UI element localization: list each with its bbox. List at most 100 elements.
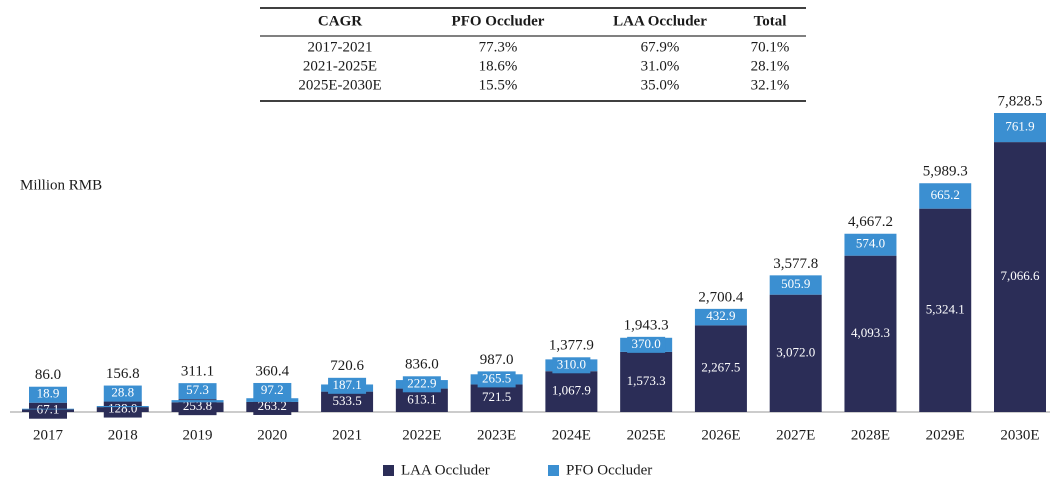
table-cell: 2021-2025E: [303, 58, 377, 74]
value-label: 18.9: [37, 386, 60, 401]
x-tick-label: 2019: [183, 427, 213, 443]
value-label: 1,067.9: [552, 383, 591, 398]
label-box: [178, 399, 217, 416]
table-cell: 31.0%: [641, 58, 680, 74]
bar-segment: [470, 384, 523, 412]
bar-segment: [769, 275, 822, 295]
table-cell: 35.0%: [641, 77, 680, 93]
value-label: 613.1: [407, 391, 436, 406]
bar-segment: [844, 233, 897, 256]
bar-segment: [694, 308, 747, 326]
label-box: [552, 357, 591, 374]
total-label: 311.1: [181, 364, 214, 380]
table-cell: 67.9%: [641, 39, 680, 55]
legend-swatch: [548, 465, 559, 476]
bar-segment: [694, 325, 747, 412]
bar-segment: [844, 255, 897, 412]
x-tick-label: 2025E: [627, 427, 666, 443]
table-header: LAA Occluder: [613, 13, 707, 29]
bar-segment: [22, 408, 74, 410]
bar-segment: [321, 391, 374, 412]
label-box: [178, 383, 217, 400]
value-label: 2,267.5: [701, 360, 740, 375]
x-tick-label: 2028E: [851, 427, 890, 443]
label-box: [103, 401, 142, 418]
bar-segment: [545, 371, 598, 412]
x-tick-label: 2022E: [402, 427, 441, 443]
table-cell: 18.6%: [479, 58, 518, 74]
label-box: [29, 402, 67, 419]
value-label: 533.5: [332, 393, 361, 408]
bar-segment: [620, 351, 673, 412]
total-label: 2,700.4: [698, 289, 744, 305]
value-label: 265.5: [482, 370, 511, 385]
total-label: 987.0: [480, 352, 514, 368]
value-label: 761.9: [1005, 119, 1034, 134]
table-cell: 28.1%: [751, 58, 790, 74]
table-cell: 77.3%: [479, 39, 518, 55]
table-cell: 15.5%: [479, 77, 518, 93]
table-header: PFO Occluder: [452, 13, 545, 29]
value-label: 187.1: [332, 377, 361, 392]
total-label: 3,577.8: [773, 256, 818, 272]
label-box: [253, 382, 292, 399]
total-label: 5,989.3: [923, 164, 968, 180]
label-box: [328, 377, 367, 394]
value-label: 370.0: [632, 336, 661, 351]
table-cell: 2017-2021: [308, 39, 373, 55]
total-label: 836.0: [405, 357, 439, 373]
value-label: 97.2: [261, 382, 284, 397]
x-tick-label: 2030E: [1000, 427, 1039, 443]
value-label: 4,093.3: [851, 325, 890, 340]
x-tick-label: 2029E: [926, 427, 965, 443]
value-label: 5,324.1: [926, 301, 965, 316]
label-box: [29, 386, 67, 403]
x-tick-label: 2021: [332, 427, 362, 443]
bar-segment: [769, 294, 822, 412]
bar-segment: [919, 208, 972, 412]
x-tick-label: 2020: [257, 427, 287, 443]
legend-swatch: [383, 465, 394, 476]
total-label: 720.6: [330, 358, 364, 374]
total-label: 156.8: [106, 366, 140, 382]
value-label: 128.0: [108, 401, 137, 416]
value-label: 665.2: [931, 187, 960, 202]
label-box: [402, 376, 441, 393]
total-label: 1,377.9: [549, 338, 594, 354]
x-tick-label: 2024E: [552, 427, 591, 443]
bar-segment: [246, 398, 299, 402]
table-header: CAGR: [318, 13, 362, 29]
value-label: 222.9: [407, 375, 436, 390]
label-box: [103, 385, 142, 402]
bar-segment: [994, 142, 1046, 412]
bar-segment: [395, 388, 448, 412]
legend-label: LAA Occluder: [401, 462, 490, 478]
total-label: 360.4: [255, 363, 289, 379]
bar-segment: [994, 113, 1046, 143]
value-label: 505.9: [781, 276, 810, 291]
y-label: Million RMB: [20, 177, 102, 193]
value-label: 1,573.3: [627, 373, 666, 388]
value-label: 432.9: [706, 308, 735, 323]
value-label: 57.3: [186, 382, 209, 397]
table-cell: 2025E-2030E: [298, 77, 381, 93]
total-label: 7,828.5: [998, 93, 1043, 109]
x-tick-label: 2026E: [701, 427, 740, 443]
value-label: 28.8: [111, 385, 134, 400]
bar-segment: [171, 400, 224, 403]
value-label: 310.0: [557, 356, 586, 371]
total-label: 4,667.2: [848, 214, 893, 230]
label-box: [253, 398, 292, 415]
total-label: 1,943.3: [624, 317, 669, 333]
bar-segment: [919, 183, 972, 209]
legend-label: PFO Occluder: [566, 462, 652, 478]
label-box: [627, 336, 666, 353]
value-label: 7,066.6: [1001, 268, 1041, 283]
value-label: 3,072.0: [776, 344, 815, 359]
value-label: 574.0: [856, 236, 885, 251]
x-tick-label: 2018: [108, 427, 138, 443]
table-header: Total: [754, 13, 787, 29]
total-label: 86.0: [35, 367, 61, 383]
label-box: [477, 371, 516, 388]
